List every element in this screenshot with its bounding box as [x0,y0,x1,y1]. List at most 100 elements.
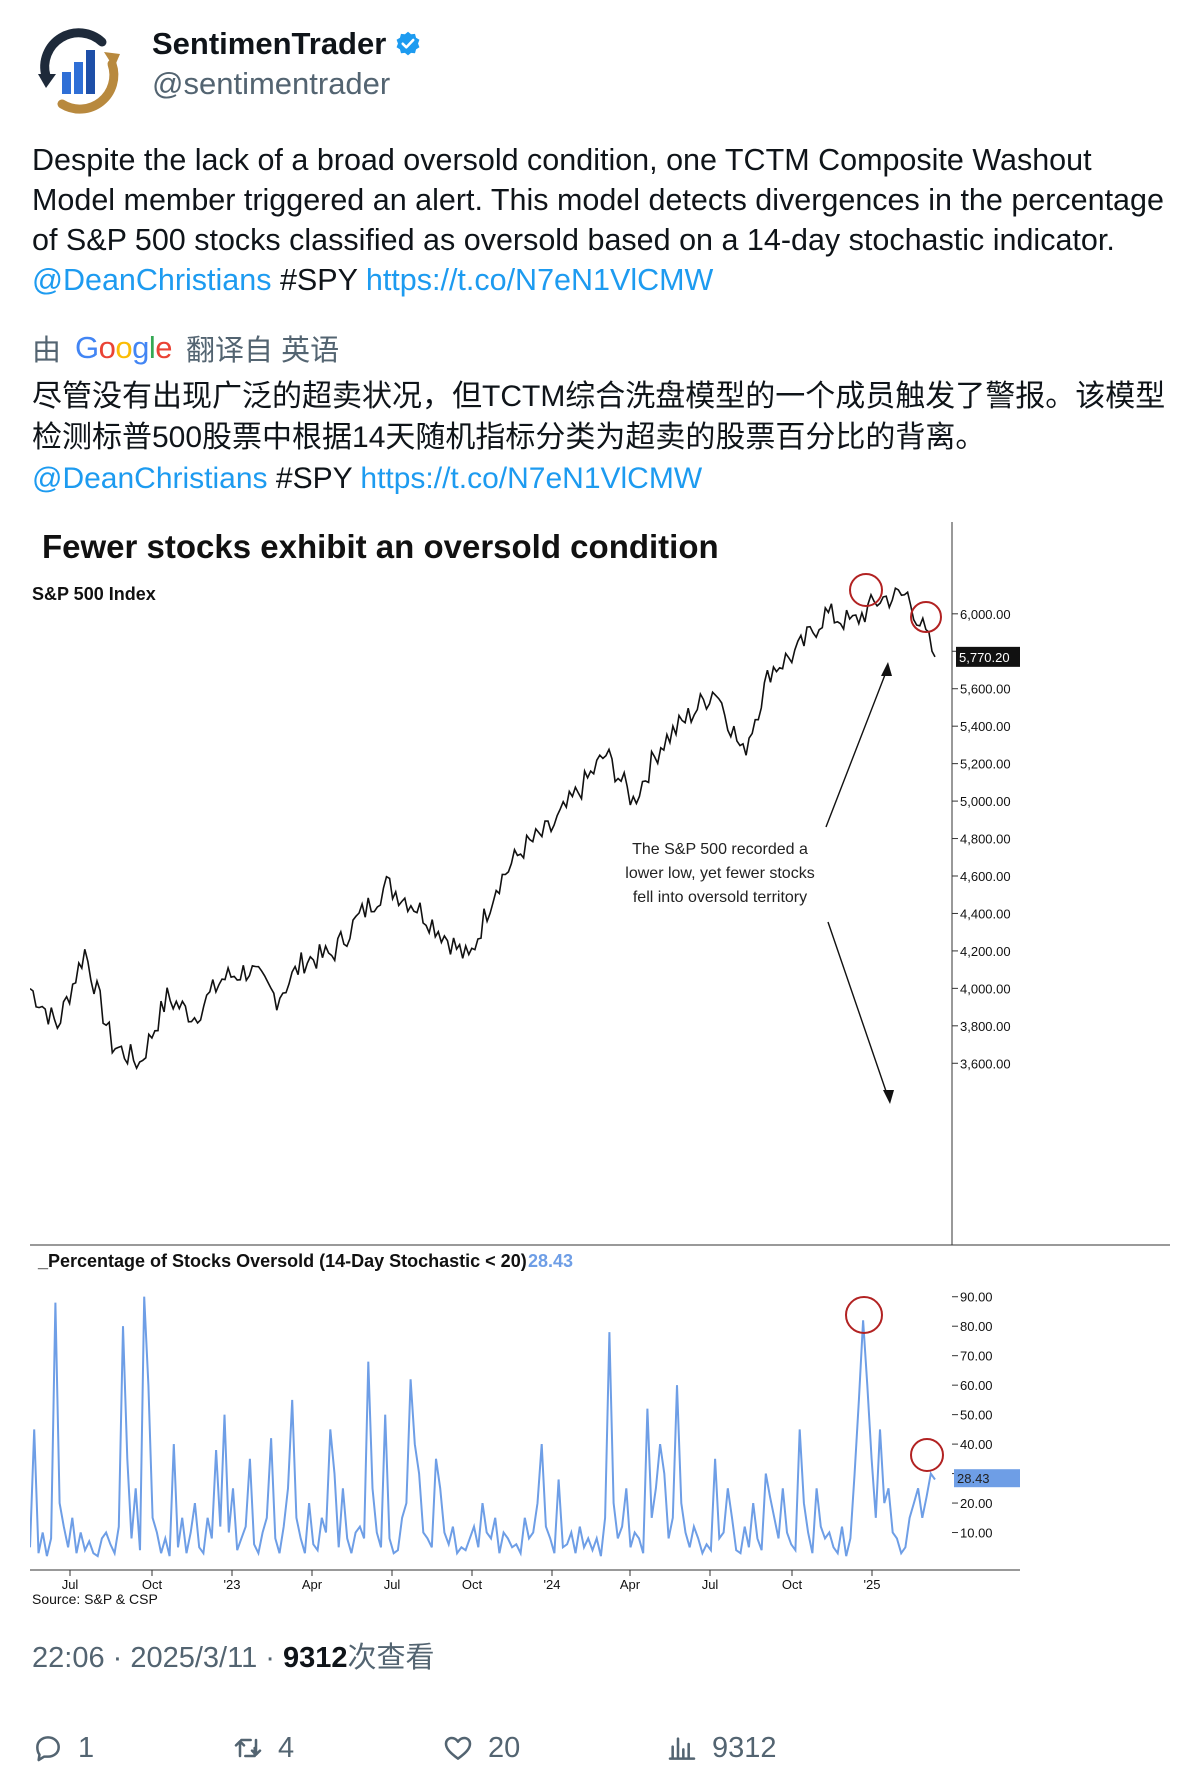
x-tick-label: Apr [302,1577,323,1592]
x-tick-label: Jul [62,1577,79,1592]
retweet-button[interactable]: 4 [232,1726,294,1770]
translated-mention-link[interactable]: @DeanChristians [32,462,268,495]
chart-image[interactable]: Fewer stocks exhibit an oversold conditi… [30,522,1170,1612]
url-link[interactable]: https://t.co/N7eN1VlCMW [365,263,714,297]
x-tick-label: '24 [544,1577,561,1592]
translated-hashtag[interactable]: #SPY [267,462,361,495]
oversold-tick-label: 20.00 [960,1496,993,1511]
tweet-header: SentimenTrader @sentimentrader [32,24,1164,114]
chart-source: Source: S&P & CSP [32,1591,158,1607]
views-button[interactable]: 9312 [666,1726,777,1770]
chart-title: Fewer stocks exhibit an oversold conditi… [42,528,719,565]
reply-count: 1 [78,1731,95,1764]
oversold-tick-label: 40.00 [960,1437,993,1452]
oversold-y-axis: 90.0080.0070.0060.0050.0040.0030.0020.00… [952,1290,993,1541]
annotation-arrowhead-down [883,1090,894,1104]
tweet-body: Despite the lack of a broad oversold con… [32,143,1164,257]
translate-prefix: 由 [32,335,62,367]
retweet-icon [234,1738,262,1758]
verified-badge-icon [396,31,420,56]
action-bar: 1 4 20 9312 [32,1726,1164,1770]
spx-y-axis: 6,000.005,800.005,600.005,400.005,200.00… [951,522,1011,1245]
x-tick-label: Oct [462,1577,483,1592]
translated-text: 尽管没有出现广泛的超卖状况，但TCTM综合洗盘模型的一个成员触发了警报。该模型检… [32,376,1172,499]
sentimentrader-logo-icon [34,26,122,114]
x-tick-label: Jul [702,1577,719,1592]
spx-line [30,573,942,1071]
annotation-arrowhead-up [881,662,892,676]
spx-tick-label: 4,200.00 [960,944,1011,959]
oversold-last-value-box [954,1469,1020,1488]
retweet-count: 4 [278,1731,295,1764]
highlight-circle [910,1438,944,1472]
tweet-meta: 22:06 · 2025/3/11 · 9312次查看 [32,1640,435,1676]
spx-tick-label: 4,600.00 [960,869,1011,884]
google-logo-icon: Google [75,330,173,365]
x-tick-label: Oct [782,1577,803,1592]
spx-tick-label: 5,400.00 [960,719,1011,734]
spx-last-value: 5,770.20 [956,646,1020,667]
views-action-count: 9312 [712,1731,777,1764]
hashtag[interactable]: #SPY [271,263,366,297]
views-label: 次查看 [347,1642,435,1674]
x-tick-label: Jul [384,1577,401,1592]
spx-last-value-box [956,646,1020,667]
analytics-icon [668,1737,696,1760]
oversold-series-line [30,1296,936,1558]
annotation-arrow-up [825,666,889,828]
views-count: 9312 [282,1642,348,1674]
tweet-text: Despite the lack of a broad oversold con… [32,140,1172,300]
annotation-line: lower low, yet fewer stocks [625,865,814,882]
mention-link[interactable]: @DeanChristians [32,263,272,297]
highlight-circle [845,1296,883,1334]
heart-icon [444,1736,472,1760]
annotation-arrow-down [827,921,889,1098]
spx-tick-label: 5,000.00 [960,794,1011,809]
x-axis: Jul Oct '23 Apr Jul Oct '24 Apr Jul Oct '25 [30,1569,1020,1592]
x-tick-label: '23 [224,1577,241,1592]
oversold-current-value: 28.43 [528,1251,573,1271]
spx-tick-label: 5,200.00 [960,757,1011,772]
spx-tick-label: 3,800.00 [960,1019,1011,1034]
annotation-line: fell into oversold territory [633,889,807,906]
chart-annotation: The S&P 500 recorded a lower low, yet few… [625,662,894,1104]
like-button[interactable]: 20 [442,1726,520,1770]
translation-attribution: 由 Google 翻译自 英语 [32,328,339,368]
x-tick-label: Apr [620,1577,641,1592]
x-tick-label: Oct [142,1577,163,1592]
spx-tick-label: 6,000.00 [960,607,1011,622]
spx-tick-label: 4,000.00 [960,981,1011,996]
spx-tick-label: 4,400.00 [960,906,1011,921]
oversold-tick-label: 10.00 [960,1526,993,1541]
translated-url-link[interactable]: https://t.co/N7eN1VlCMW [360,462,703,495]
x-tick-label: '25 [864,1577,881,1592]
display-name[interactable]: SentimenTrader [152,26,387,61]
oversold-line [30,1296,944,1558]
like-count: 20 [488,1731,521,1764]
chart-svg: Fewer stocks exhibit an oversold conditi… [30,522,1170,1607]
oversold-tick-label: 60.00 [960,1378,993,1393]
spx-last-value-text: 5,770.20 [959,650,1010,665]
highlight-circle [910,601,942,633]
reply-button[interactable]: 1 [32,1726,94,1770]
translate-suffix: 翻译自 英语 [186,335,340,367]
timestamp[interactable]: 22:06 · 2025/3/11 · [32,1642,283,1674]
oversold-tick-label: 90.00 [960,1290,993,1305]
spx-tick-label: 4,800.00 [960,832,1011,847]
spx-panel-title: S&P 500 Index [32,584,156,604]
avatar[interactable] [32,24,124,116]
spx-series-line [30,586,936,1071]
oversold-panel-title: _Percentage of Stocks Oversold (14-Day S… [37,1251,527,1271]
spx-tick-label: 5,600.00 [960,682,1011,697]
oversold-tick-label: 70.00 [960,1349,993,1364]
annotation-line: The S&P 500 recorded a [632,841,808,858]
oversold-last-value-text: 28.43 [957,1471,990,1486]
oversold-tick-label: 80.00 [960,1319,993,1334]
translated-body: 尽管没有出现广泛的超卖状况，但TCTM综合洗盘模型的一个成员触发了警报。该模型检… [32,380,1166,454]
spx-tick-label: 3,600.00 [960,1056,1011,1071]
oversold-last-value: 28.43 [954,1469,1020,1488]
oversold-tick-label: 50.00 [960,1408,993,1423]
user-handle[interactable]: @sentimentrader [152,66,391,101]
highlight-circle [849,573,883,607]
reply-icon [36,1736,60,1762]
